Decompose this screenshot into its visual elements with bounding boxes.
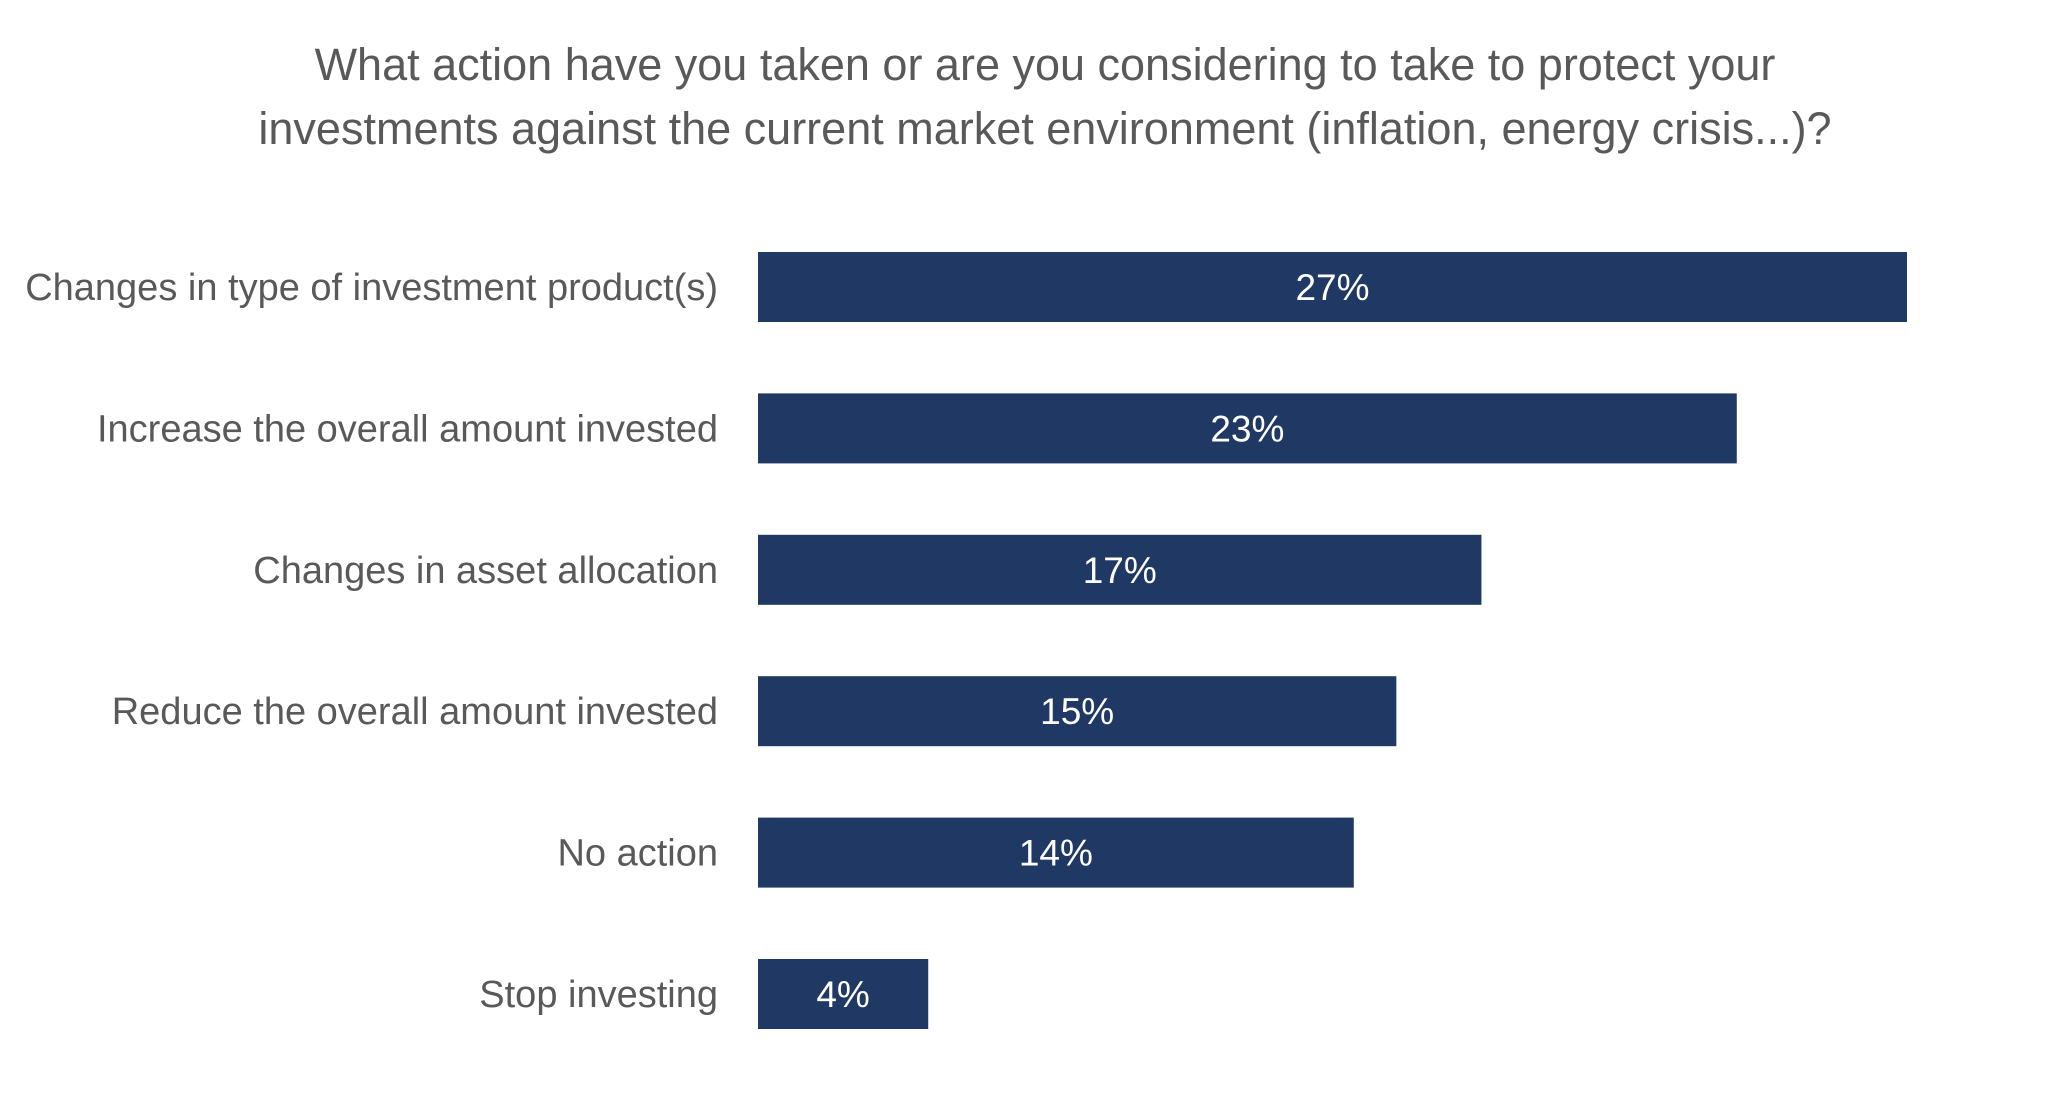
- data-label: 27%: [1295, 267, 1369, 308]
- category-label: Reduce the overall amount invested: [112, 691, 718, 733]
- bar: [758, 534, 1482, 605]
- category-label: Stop investing: [479, 974, 718, 1016]
- data-label: 4%: [816, 974, 869, 1015]
- data-label: 14%: [1019, 833, 1093, 874]
- category-label: Increase the overall amount invested: [97, 408, 718, 450]
- chart-title-line-2: investments against the current market e…: [258, 103, 1831, 154]
- data-label: 17%: [1083, 550, 1157, 591]
- bar: [758, 676, 1397, 747]
- bar: [758, 393, 1737, 464]
- bar: [758, 252, 1907, 322]
- bar: [758, 959, 929, 1029]
- data-label: 23%: [1210, 408, 1284, 449]
- data-label: 15%: [1040, 691, 1114, 732]
- category-label: Changes in type of investment product(s): [25, 267, 718, 309]
- chart-title-line-1: What action have you taken or are you co…: [315, 39, 1776, 90]
- bar: [758, 817, 1354, 888]
- bars-group: Changes in type of investment product(s)…: [25, 252, 1907, 1029]
- category-label: Changes in asset allocation: [253, 550, 718, 592]
- category-label: No action: [557, 833, 718, 875]
